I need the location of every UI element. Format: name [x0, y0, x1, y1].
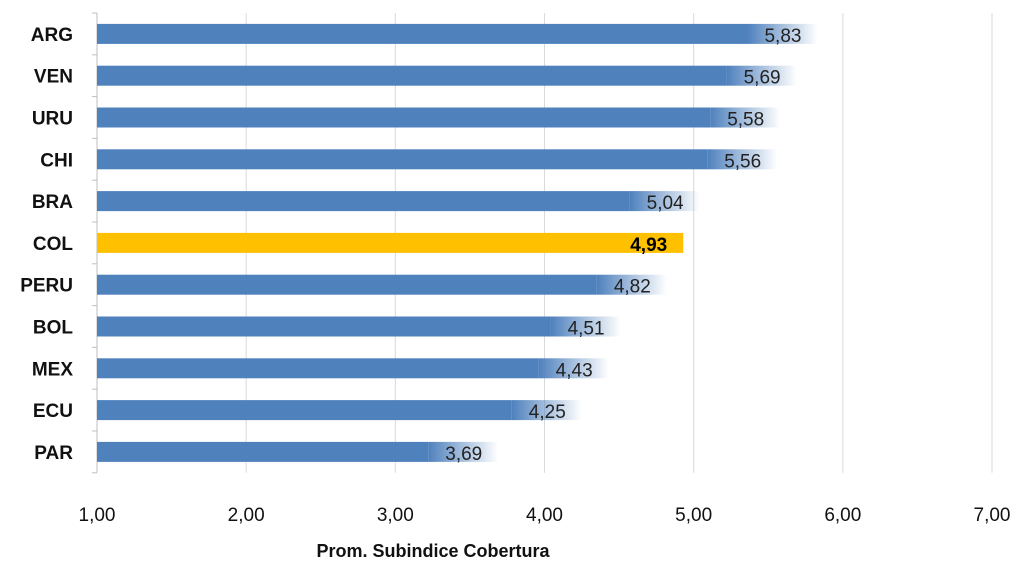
x-axis-title: Prom. Subindice Cobertura [316, 541, 550, 561]
category-labels: ARG VEN URU CHI BRA COL PERU BOL MEX ECU PAR [20, 25, 73, 464]
x-tick-label: 3,00 [377, 505, 414, 526]
value-label: 5,56 [724, 151, 761, 172]
value-label: 3,69 [445, 444, 482, 465]
category-label: BOL [33, 318, 74, 339]
category-label: BRA [32, 192, 73, 213]
value-labels: 5,83 5,69 5,58 5,56 5,04 4,93 4,82 4,51 4,43 4,25… [445, 26, 801, 465]
value-label: 5,69 [744, 68, 781, 89]
bar-bra [97, 191, 700, 212]
bars [97, 23, 818, 462]
bar-mex [97, 358, 609, 379]
value-label: 4,51 [568, 319, 605, 340]
bar-ecu [97, 400, 582, 421]
bar-col [97, 232, 684, 253]
category-label: COL [33, 234, 74, 255]
category-label: MEX [32, 359, 74, 380]
value-label: 4,82 [614, 277, 651, 298]
bar-ven [97, 65, 797, 86]
x-tick-label: 1,00 [79, 505, 116, 526]
bar-bol [97, 316, 621, 337]
x-tick-label: 4,00 [526, 505, 563, 526]
x-tick-label: 6,00 [824, 505, 861, 526]
bar-uru [97, 107, 781, 128]
y-axis [92, 12, 98, 474]
category-label: PAR [34, 443, 73, 464]
bar-chi [97, 149, 778, 170]
category-label: ARG [31, 25, 73, 46]
x-tick-labels: 1,00 2,00 3,00 4,00 5,00 6,00 7,00 [79, 505, 1011, 526]
value-label: 4,93 [630, 235, 667, 256]
category-label: ECU [33, 401, 73, 422]
category-label: URU [32, 109, 73, 130]
x-tick-label: 5,00 [675, 505, 712, 526]
bar-par [97, 441, 499, 462]
category-label: CHI [40, 150, 73, 171]
value-label: 5,58 [727, 110, 764, 131]
value-label: 4,43 [556, 360, 593, 381]
category-label: VEN [34, 67, 73, 88]
bar-arg [97, 23, 818, 44]
value-label: 5,04 [647, 193, 684, 214]
category-label: PERU [20, 276, 73, 297]
bar-peru [97, 274, 667, 295]
x-tick-label: 2,00 [228, 505, 265, 526]
value-label: 4,25 [529, 402, 566, 423]
value-label: 5,83 [764, 26, 801, 47]
x-tick-label: 7,00 [974, 505, 1011, 526]
